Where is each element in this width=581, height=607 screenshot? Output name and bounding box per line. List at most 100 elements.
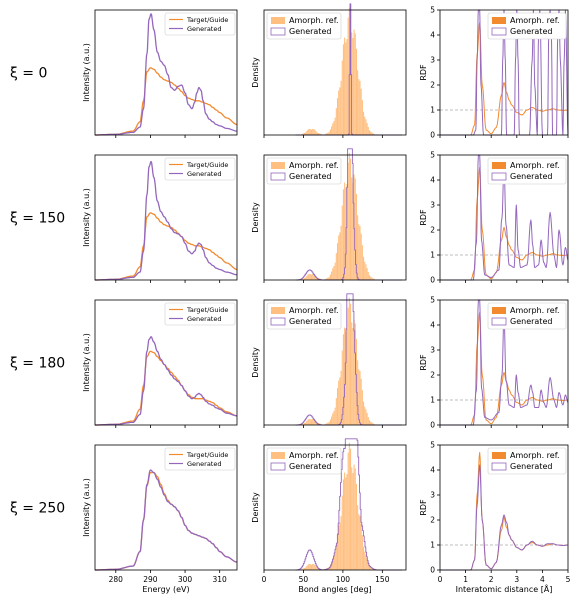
reference-bar <box>302 133 304 135</box>
reference-bar <box>347 17 349 136</box>
reference-bar <box>334 262 336 280</box>
row-label-0: ξ = 0 <box>10 66 47 82</box>
reference-bar <box>355 193 357 280</box>
y-tick-label: 0 <box>430 421 435 430</box>
reference-bar <box>329 129 331 135</box>
reference-bar <box>361 390 363 425</box>
reference-bar <box>307 129 309 135</box>
y-tick-label: 4 <box>430 466 435 475</box>
bond-angle-panel-1: Density Amorph. ref. Generated <box>251 148 407 283</box>
y-axis-label: Intensity (a.u.) <box>82 43 91 102</box>
reference-bar <box>312 128 314 135</box>
histogram-legend-frame <box>266 12 342 40</box>
y-axis-label: Density <box>251 492 260 523</box>
spectrum-series-generated <box>95 13 238 136</box>
reference-bar <box>363 546 365 570</box>
rdf-panel-2: 0 1 2 3 4 5 RDF Amorph. ref. Generated <box>419 296 569 430</box>
reference-bar <box>338 235 340 280</box>
reference-bar <box>313 419 315 425</box>
reference-bar <box>345 477 347 570</box>
reference-bar <box>306 421 308 425</box>
reference-bar <box>341 60 343 136</box>
reference-bar <box>331 126 333 135</box>
reference-bar <box>328 131 330 135</box>
reference-bar <box>347 307 349 425</box>
reference-bar <box>308 128 310 135</box>
histogram-legend-label-0: Amorph. ref. <box>289 161 339 170</box>
x-tick-label: 3 <box>514 575 519 584</box>
spectrum-legend-label-1: Generated <box>187 170 221 178</box>
y-axis-label: Intensity (a.u.) <box>82 333 91 392</box>
reference-bar <box>349 158 352 280</box>
reference-bar <box>340 80 342 135</box>
spectrum-frame <box>94 444 238 571</box>
reference-bar <box>349 448 352 570</box>
y-tick-label: 4 <box>430 321 435 330</box>
reference-bar <box>327 277 329 280</box>
y-tick-label: 5 <box>430 6 435 15</box>
y-tick-label: 0 <box>430 276 435 285</box>
reference-bar <box>333 266 335 280</box>
reference-bar <box>360 378 362 425</box>
rdf-legend-swatch-0 <box>492 162 506 169</box>
reference-bar <box>345 332 347 425</box>
reference-bar <box>359 81 361 135</box>
x-tick-label: 100 <box>336 575 351 584</box>
reference-bar <box>357 505 359 570</box>
spectrum-panel-3: 280 290 300 310 Intensity (a.u.) Target/Guide… <box>82 444 238 594</box>
reference-bar <box>301 133 303 135</box>
y-axis-label: Intensity (a.u.) <box>82 188 91 247</box>
reference-bar <box>308 563 310 570</box>
reference-bar <box>307 419 309 425</box>
x-axis-label: Energy (eV) <box>142 585 189 594</box>
reference-bar <box>338 525 340 570</box>
reference-bar <box>339 87 341 135</box>
reference-bar <box>354 468 356 570</box>
reference-bar <box>351 322 353 425</box>
x-tick-label: 280 <box>109 575 124 584</box>
reference-bar <box>329 274 331 280</box>
reference-bar <box>340 515 342 570</box>
reference-bar <box>302 278 304 280</box>
histogram-frame <box>263 444 407 571</box>
reference-bar <box>358 79 360 135</box>
spectrum-legend-label-0: Target/Guide <box>186 306 228 314</box>
reference-bar <box>309 274 311 280</box>
reference-bar <box>349 303 352 425</box>
reference-bar <box>305 132 307 135</box>
y-tick-label: 5 <box>430 296 435 305</box>
rdf-legend-label-1: Generated <box>510 27 552 36</box>
x-tick-label: 2 <box>489 575 494 584</box>
rdf-frame <box>439 154 569 281</box>
reference-bar <box>366 268 368 280</box>
reference-bar <box>371 277 373 280</box>
reference-bar <box>342 44 344 135</box>
x-tick-label: 0 <box>262 575 267 584</box>
histogram-legend-label-0: Amorph. ref. <box>289 16 339 25</box>
bond-angle-panel-3: 0 50 100 150 Density Amorph. ref. Generated Bon… <box>251 438 407 594</box>
y-tick-label: 5 <box>430 151 435 160</box>
reference-bar <box>333 556 335 570</box>
reference-bar <box>355 483 357 570</box>
rdf-frame <box>439 299 569 426</box>
reference-bar <box>361 535 363 570</box>
y-tick-label: 3 <box>430 491 435 500</box>
reference-bar <box>365 554 367 570</box>
reference-bar <box>370 421 372 425</box>
reference-bar <box>332 268 334 280</box>
reference-bar <box>373 278 375 280</box>
histogram-legend-swatch-0 <box>271 452 285 459</box>
y-axis-label: RDF <box>419 209 428 226</box>
reference-bar <box>348 442 350 570</box>
reference-bar <box>367 126 369 135</box>
y-tick-label: 1 <box>430 251 435 260</box>
y-tick-label: 2 <box>430 516 435 525</box>
spectrum-legend-label-0: Target/Guide <box>186 161 228 169</box>
spectrum-series-generated <box>95 469 238 571</box>
rdf-legend-label-0: Amorph. ref. <box>510 451 560 460</box>
reference-bar <box>344 327 346 425</box>
y-tick-label: 3 <box>430 346 435 355</box>
reference-bar <box>370 566 372 570</box>
reference-bar <box>346 473 348 570</box>
reference-bar <box>338 380 340 425</box>
